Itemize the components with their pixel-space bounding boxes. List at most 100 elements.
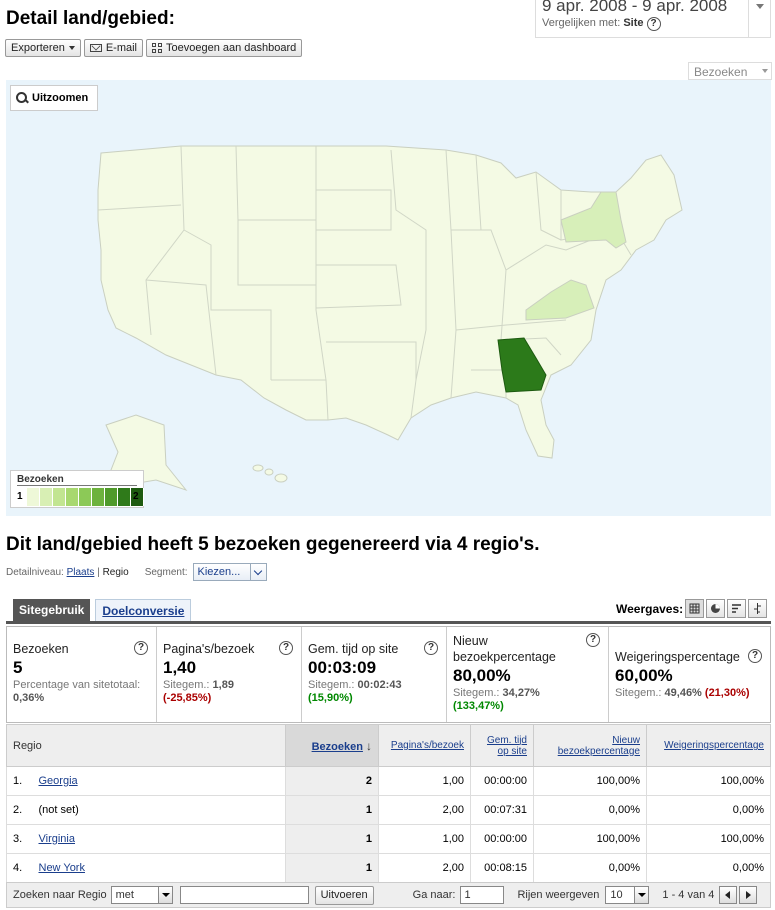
dashboard-label: Toevoegen aan dashboard [165,42,297,54]
caret-down-icon [157,887,172,903]
export-button[interactable]: Exporteren [5,39,81,57]
state-borders [97,145,632,421]
row-visits: 1 [285,824,379,854]
arrow-down-icon: ↓ [366,738,372,753]
row-bounce-rate: 0,00% [646,795,771,825]
column-header-avg-time-label[interactable]: Gem. tijd op site [486,734,527,757]
envelope-icon [89,44,102,52]
scorecard-value: 1,40 [163,658,197,677]
comparison-view-icon[interactable] [748,599,768,618]
row-new-visits: 0,00% [533,853,647,883]
row-new-visits: 100,00% [533,824,647,854]
report-toolbar: Exporteren E-mail Toevoegen aan dashboar… [5,39,303,57]
row-region: New York [32,853,286,883]
tab-goal-conversion[interactable]: Doelconversie [95,599,192,621]
column-header-pages-per-visit-label[interactable]: Pagina's/bezoek [390,740,464,751]
column-header-bounce-rate[interactable]: Weigeringspercentage [646,724,771,767]
scorecard-new-visits: Nieuw bezoekpercentage 80,00% Sitegem.: … [447,627,609,722]
column-header-bounce-rate-label[interactable]: Weigeringspercentage [664,740,764,751]
bar-view-icon[interactable] [727,599,747,618]
rows-value: 10 [610,889,623,901]
go-button[interactable]: Uitvoeren [314,885,374,905]
help-icon[interactable]: ? [748,649,762,663]
compare-value: Site [623,17,644,29]
row-pages-per-visit: 2,00 [378,795,471,825]
chevron-right-icon [746,891,752,899]
date-range-text: 9 apr. 2008 - 9 apr. 2008 [542,0,728,15]
column-header-visits-label[interactable]: Bezoeken [311,740,363,753]
table-view-icon[interactable] [685,599,705,618]
row-index: 1. [6,766,33,796]
map-metric-value: Bezoeken [694,65,748,79]
scorecard-visits: Bezoeken 5 Percentage van sitetotaal: 0,… [7,627,157,722]
scorecard-avg-time: Gem. tijd op site 00:03:09 Sitegem.: 00:… [302,627,447,722]
prev-page-button[interactable] [719,886,738,904]
map-overlay [6,80,771,516]
row-pages-per-visit: 1,00 [378,766,471,796]
caret-down-icon [762,69,768,73]
scorecard-value: 00:03:09 [308,658,377,677]
detail-level-city-link[interactable]: Plaats [66,566,95,578]
email-button[interactable]: E-mail [83,39,143,57]
legend-swatch [27,488,40,506]
scorecard-delta: (15,90%) [308,692,353,704]
region-link[interactable]: Georgia [38,775,78,787]
pie-view-icon[interactable] [706,599,726,618]
column-header-new-visits[interactable]: Nieuw bezoekpercentage [533,724,647,767]
chevron-down-icon[interactable] [748,0,770,37]
help-icon[interactable]: ? [279,641,293,655]
region-link[interactable]: Virginia [38,833,76,845]
row-index: 2. [6,795,33,825]
scorecard-value: 60,00% [615,666,673,685]
row-visits: 1 [285,853,379,883]
search-input[interactable] [179,886,309,904]
table-row: 3. Virginia 1 1,00 00:00:00 100,00% 100,00% [6,824,771,854]
help-icon[interactable]: ? [424,641,438,655]
row-region: Virginia [32,824,286,854]
match-select[interactable]: met [110,886,173,904]
scorecard-name: Nieuw bezoekpercentage [453,634,556,664]
legend-max: 2 [133,491,139,502]
scorecard-sub: Percentage van sitetotaal: [13,679,141,691]
rows-select[interactable]: 10 [605,886,650,904]
state-georgia[interactable] [497,337,547,393]
region-table: Regio Bezoeken ↓ Pagina's/bezoek Gem. ti… [6,724,771,883]
add-to-dashboard-button[interactable]: Toevoegen aan dashboard [145,39,303,57]
table-header-row: Regio Bezoeken ↓ Pagina's/bezoek Gem. ti… [6,724,771,767]
legend-swatch [105,488,118,506]
map-legend: Bezoeken 1 2 [10,470,144,508]
detail-separator: | [97,566,100,578]
scorecard-site-value: 00:02:43 [357,679,402,691]
column-header-new-visits-label[interactable]: Nieuw bezoekpercentage [557,734,640,757]
region-link[interactable]: New York [38,862,85,874]
state-hawaii [252,464,288,483]
next-page-button[interactable] [739,886,758,904]
goto-input[interactable]: 1 [460,886,505,904]
help-icon[interactable]: ? [646,17,661,31]
scorecard-sub: Sitegem.: [615,687,662,699]
scorecard-site-value: 1,89 [212,679,234,691]
column-header-avg-time[interactable]: Gem. tijd op site [470,724,534,767]
column-header-pages-per-visit[interactable]: Pagina's/bezoek [378,724,471,767]
help-icon[interactable]: ? [134,641,148,655]
row-avg-time: 00:00:00 [470,824,534,854]
row-new-visits: 100,00% [533,766,647,796]
state-virginia[interactable] [525,279,595,321]
legend-swatch [66,488,79,506]
views-label: Weergaves: [616,601,684,616]
map-metric-select[interactable]: Bezoeken [688,62,772,80]
table-row: 4. New York 1 2,00 00:08:15 0,00% 0,00% [6,853,771,883]
column-header-region: Regio [6,724,286,767]
zoom-out-button[interactable]: Uitzoomen [10,85,98,111]
segment-select[interactable]: Kiezen... [192,563,267,581]
segment-value: Kiezen... [197,566,241,578]
state-new-york[interactable] [560,191,627,249]
column-header-visits[interactable]: Bezoeken ↓ [285,724,379,767]
row-bounce-rate: 100,00% [646,824,771,854]
help-icon[interactable]: ? [586,633,600,647]
goto-label: Ga naar: [412,889,456,901]
row-bounce-rate: 100,00% [646,766,771,796]
date-range-picker[interactable]: 9 apr. 2008 - 9 apr. 2008 Vergelijken me… [535,0,771,38]
legend-swatch [40,488,53,506]
tab-site-usage[interactable]: Sitegebruik [13,599,91,621]
